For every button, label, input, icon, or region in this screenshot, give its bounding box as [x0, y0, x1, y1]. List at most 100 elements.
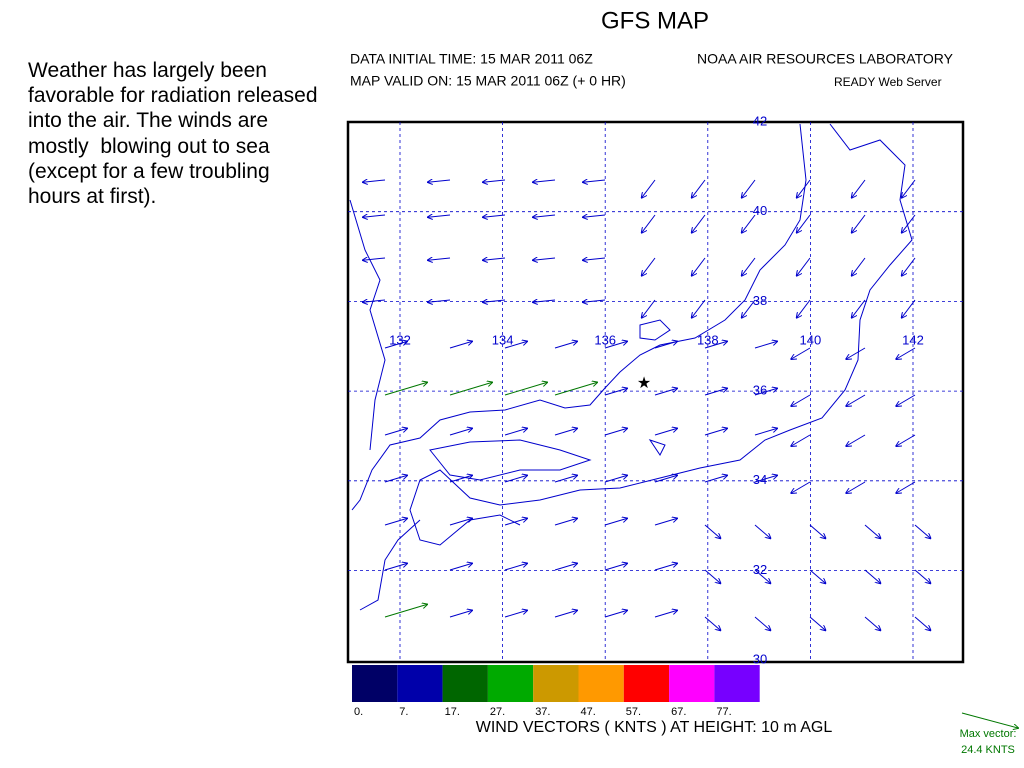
legend-label: 27.: [490, 706, 505, 718]
wind-vector: [852, 299, 866, 318]
server-name: READY Web Server: [834, 75, 942, 89]
legend-label: 67.: [671, 706, 686, 718]
wind-vector: [902, 299, 916, 318]
longitude-label: 138: [697, 332, 719, 347]
wind-vector: [797, 214, 811, 233]
valid-time: MAP VALID ON: 15 MAR 2011 06Z (+ 0 HR): [350, 73, 626, 89]
wind-vector: [363, 215, 386, 217]
wind-vector: [809, 524, 825, 538]
wind-vector: [864, 569, 880, 583]
wind-vector: [742, 257, 756, 276]
wind-vector: [809, 569, 825, 583]
wind-vector: [797, 299, 811, 318]
wind-vector: [797, 257, 811, 276]
wind-vector: [692, 214, 706, 233]
wind-vector: [504, 518, 527, 526]
wind-vector: [654, 475, 677, 483]
longitude-label: 132: [389, 332, 411, 347]
wind-vector: [704, 524, 720, 538]
wind-vector: [692, 179, 706, 198]
latitude-label: 32: [753, 562, 767, 577]
wind-vector: [583, 258, 606, 260]
legend-swatch: [714, 665, 760, 702]
wind-vector: [533, 215, 556, 217]
wind-vector: [852, 179, 866, 198]
wind-vector: [533, 300, 556, 302]
wind-vector: [754, 524, 770, 538]
longitude-label: 140: [800, 332, 822, 347]
wind-vector: [742, 179, 756, 198]
initial-time: DATA INITIAL TIME: 15 MAR 2011 06Z: [350, 51, 593, 67]
longitude-label: 142: [902, 332, 924, 347]
legend-swatch: [623, 665, 670, 702]
wind-vector: [384, 382, 427, 396]
wind-vector: [504, 382, 547, 396]
wind-vector: [864, 616, 880, 630]
wind-vector: [654, 341, 677, 349]
coastline: [429, 439, 592, 481]
wind-vector: [704, 616, 720, 630]
wind-vector: [742, 214, 756, 233]
wind-vector: [504, 475, 527, 483]
wind-vector: [754, 616, 770, 630]
caption: WIND VECTORS ( KNTS ) AT HEIGHT: 10 m AG…: [476, 719, 833, 736]
wind-vector: [384, 428, 407, 436]
wind-vector: [384, 604, 427, 618]
legend-label: 47.: [581, 706, 596, 718]
wind-vector: [604, 610, 627, 618]
wind-vector: [554, 382, 597, 396]
wind-vector: [791, 394, 811, 406]
max-vector-arrow: [961, 712, 1018, 728]
map-area: ★: [349, 123, 913, 611]
map-frame: [346, 120, 965, 664]
wind-vector: [428, 258, 451, 260]
wind-vector: [846, 481, 866, 493]
map-title: GFS MAP: [601, 7, 709, 34]
wind-vector: [754, 388, 777, 396]
wind-vector: [742, 299, 756, 318]
legend-swatch: [442, 665, 488, 702]
legend-label: 0.: [354, 706, 363, 718]
wind-vector: [533, 180, 556, 182]
wind-vector: [483, 258, 506, 260]
wind-vector: [654, 563, 677, 571]
wind-vector: [846, 434, 866, 446]
wind-vector: [791, 481, 811, 493]
wind-vector: [504, 610, 527, 618]
wind-vector: [896, 394, 916, 406]
wind-vector: [704, 569, 720, 583]
wind-vector: [654, 518, 677, 526]
longitude-label: 134: [492, 332, 514, 347]
wind-vector: [692, 257, 706, 276]
wind-vector: [483, 180, 506, 182]
latitude-label: 34: [753, 472, 767, 487]
max-vector-value: 24.4 KNTS: [961, 744, 1015, 756]
wind-vector: [754, 428, 777, 436]
coastline: [349, 199, 421, 611]
latitude-label: 30: [753, 652, 767, 667]
wind-vector: [864, 524, 880, 538]
wind-vector: [692, 299, 706, 318]
wind-vector: [384, 518, 407, 526]
wind-vector: [604, 518, 627, 526]
wind-vector: [554, 428, 577, 436]
wind-vector: [554, 610, 577, 618]
wind-vector: [363, 180, 386, 182]
wind-vector: [914, 524, 930, 538]
wind-vector: [754, 341, 777, 349]
wind-vector: [604, 563, 627, 571]
latitude-label: 36: [753, 383, 767, 398]
wind-vector: [604, 428, 627, 436]
wind-vector: [604, 475, 627, 483]
wind-vector: [604, 341, 627, 349]
wind-vector: [654, 428, 677, 436]
wind-vector: [483, 300, 506, 302]
wind-vector: [754, 569, 770, 583]
latitude-label: 38: [753, 293, 767, 308]
legend-swatch: [669, 665, 715, 702]
wind-vector: [428, 180, 451, 182]
wind-vector: [846, 347, 866, 359]
wind-vector: [704, 388, 727, 396]
wind-vector: [896, 434, 916, 446]
